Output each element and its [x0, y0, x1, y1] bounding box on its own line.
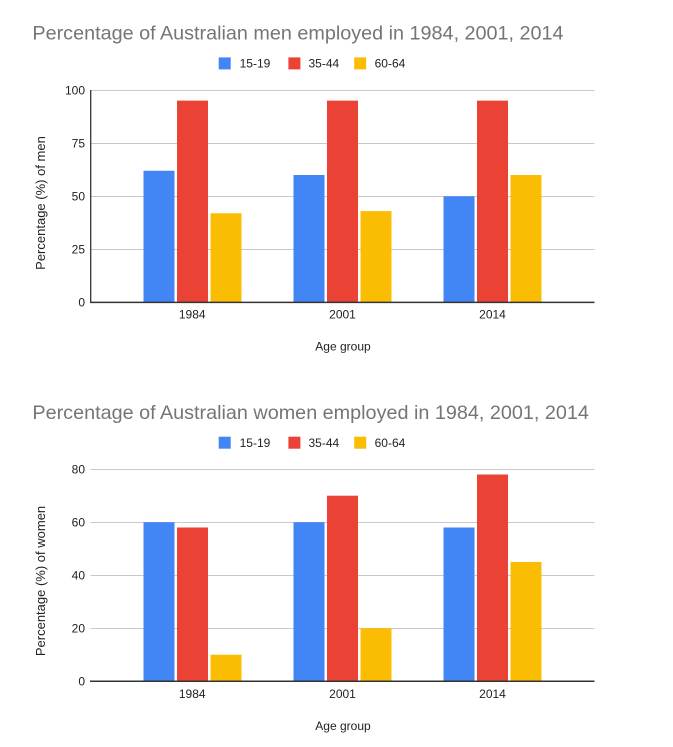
svg-text:15-19: 15-19 [240, 57, 271, 71]
svg-text:Percentage of Australian men e: Percentage of Australian men employed in… [32, 23, 563, 45]
svg-text:Age group: Age group [315, 340, 371, 354]
svg-text:Age group: Age group [315, 719, 371, 733]
svg-text:0: 0 [78, 675, 85, 689]
svg-text:Percentage of Australian women: Percentage of Australian women employed … [32, 402, 588, 424]
svg-text:2001: 2001 [329, 687, 356, 701]
svg-text:100: 100 [65, 83, 85, 97]
svg-text:Percentage (%) of women: Percentage (%) of women [33, 506, 48, 656]
svg-text:35-44: 35-44 [309, 57, 340, 71]
svg-text:50: 50 [72, 190, 86, 204]
svg-text:75: 75 [72, 136, 86, 150]
svg-text:2014: 2014 [479, 687, 506, 701]
svg-text:40: 40 [72, 569, 86, 583]
svg-text:Percentage (%) of men: Percentage (%) of men [33, 136, 48, 270]
svg-text:25: 25 [72, 243, 86, 257]
svg-text:1984: 1984 [179, 687, 206, 701]
svg-text:60-64: 60-64 [375, 57, 406, 71]
svg-text:0: 0 [78, 296, 85, 310]
svg-text:60-64: 60-64 [375, 436, 406, 450]
svg-text:2014: 2014 [479, 308, 506, 322]
svg-text:1984: 1984 [179, 308, 206, 322]
svg-text:60: 60 [72, 516, 86, 530]
svg-text:80: 80 [72, 463, 86, 477]
svg-text:2001: 2001 [329, 308, 356, 322]
svg-text:15-19: 15-19 [240, 436, 271, 450]
svg-text:35-44: 35-44 [309, 436, 340, 450]
svg-text:20: 20 [72, 622, 86, 636]
